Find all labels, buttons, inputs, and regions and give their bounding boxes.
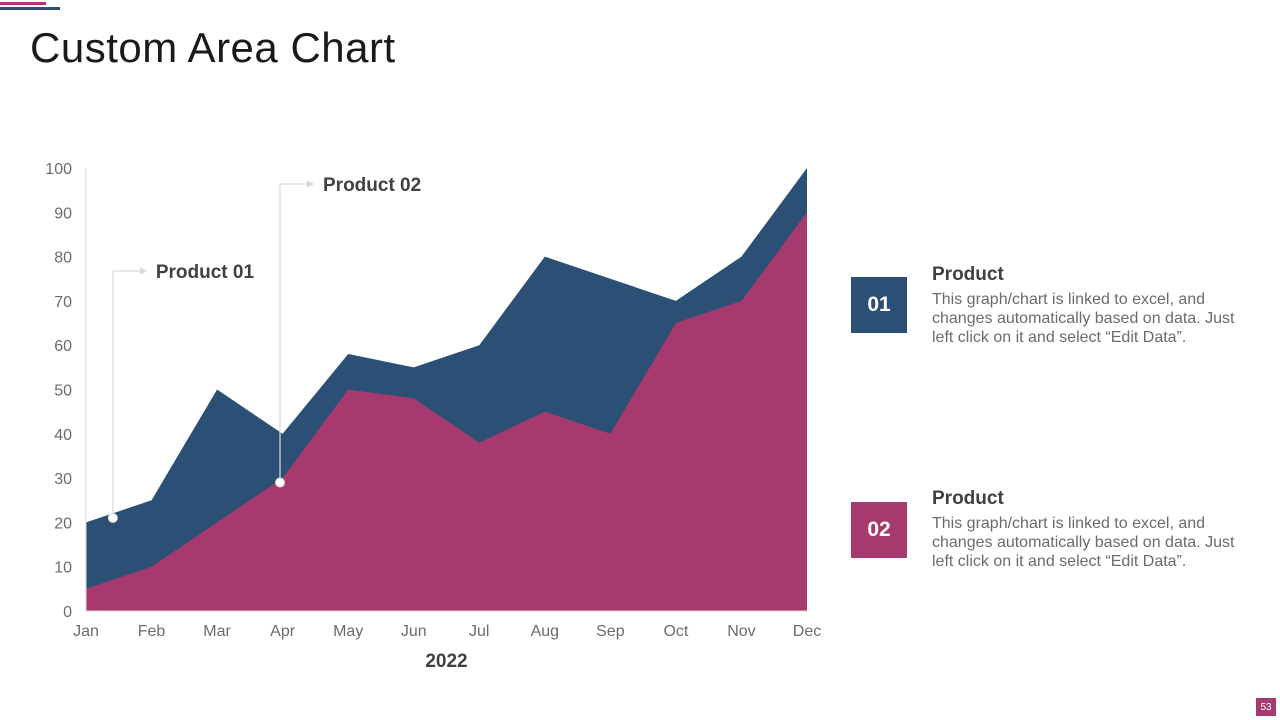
x-tick-label: Feb [138,623,166,640]
chart-callouts: Product 01 Product 02 [107,175,421,523]
page-title: Custom Area Chart [30,24,396,71]
callout-dot-product-02 [275,477,286,488]
area-series-product-02[interactable] [86,212,807,612]
callout-arrow-icon [307,180,315,188]
legend-badge-02: 02 [851,502,907,558]
y-axis-ticks: 0 10 20 30 40 50 60 70 80 90 100 [45,161,72,621]
decorative-line-blue [0,7,60,10]
y-tick-label: 80 [54,250,72,267]
chart-areas [86,168,807,612]
x-tick-label: Sep [596,623,625,640]
x-tick-label: Oct [663,623,688,640]
x-tick-label: Jan [73,623,99,640]
decorative-line-pink [0,2,46,5]
y-tick-label: 20 [54,515,72,532]
x-axis-ticks: Jan Feb Mar Apr May Jun Jul Aug Sep Oct Nov Dec [73,623,821,640]
x-tick-label: Jul [469,623,489,640]
y-tick-label: 0 [63,604,72,621]
x-tick-label: Apr [270,623,296,640]
y-tick-label: 60 [54,338,72,355]
x-tick-label: Jun [401,623,427,640]
callout-label-product-02: Product 02 [323,175,421,196]
y-tick-label: 90 [54,205,72,222]
area-chart[interactable]: 0 10 20 30 40 50 60 70 80 90 100 Jan Feb Mar Apr May Ju… [0,0,840,700]
y-tick-label: 10 [54,560,72,577]
callout-dot-product-01 [107,512,118,523]
y-tick-label: 40 [54,427,72,444]
x-tick-label: Aug [531,623,559,640]
y-tick-label: 70 [54,294,72,311]
x-tick-label: Dec [793,623,821,640]
legend-title-02: Product [932,488,1004,509]
callout-label-product-01: Product 01 [156,262,255,283]
legend-number: 01 [867,293,891,316]
y-tick-label: 30 [54,471,72,488]
y-tick-label: 50 [54,383,72,400]
x-tick-label: May [333,623,363,640]
legend-description-01: This graph/chart is linked to excel, and… [932,291,1235,346]
legend-title-01: Product [932,264,1004,285]
legend-description-02: This graph/chart is linked to excel, and… [932,515,1235,570]
x-axis-title: 2022 [425,651,467,672]
legend-badge-01: 01 [851,277,907,333]
y-tick-label: 100 [45,161,72,178]
callout-arrow-icon [139,267,147,275]
page-number-badge: 53 [1256,698,1276,716]
x-tick-label: Mar [203,623,231,640]
x-tick-label: Nov [727,623,755,640]
legend-number: 02 [867,518,891,541]
